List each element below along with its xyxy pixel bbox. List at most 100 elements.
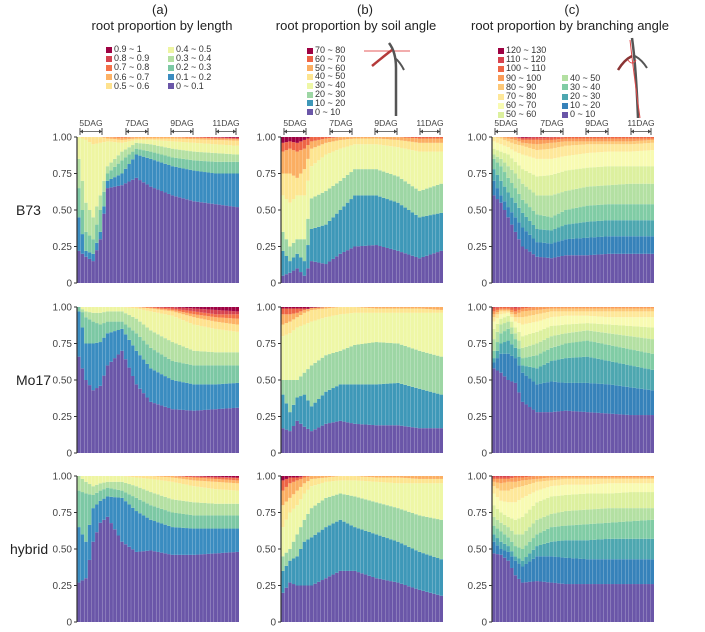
- bar-segment: [528, 476, 532, 480]
- bar-segment: [228, 137, 232, 139]
- bar-segment: [288, 476, 292, 478]
- bar-segment: [567, 510, 572, 526]
- bar-segment: [371, 138, 375, 145]
- bar-segment: [428, 215, 433, 255]
- bar-segment: [385, 538, 390, 581]
- bar-segment: [585, 137, 590, 139]
- bar-segment: [542, 312, 547, 320]
- bar-segment: [320, 144, 325, 158]
- bar-segment: [120, 137, 124, 138]
- bar-segment: [553, 485, 557, 497]
- bar-segment: [309, 508, 314, 538]
- bar-segment: [170, 499, 175, 513]
- bar-segment: [650, 236, 654, 254]
- bar-segment: [206, 316, 211, 321]
- bar-segment: [585, 493, 590, 510]
- bar-segment: [589, 237, 593, 256]
- bar-segment: [439, 478, 443, 484]
- bar-segment: [567, 138, 572, 142]
- bar-segment: [116, 139, 121, 143]
- bar-segment: [535, 176, 539, 196]
- bar-segment: [221, 138, 225, 141]
- bar-segment: [636, 337, 640, 351]
- bar-segment: [502, 172, 507, 187]
- bar-segment: [156, 352, 160, 373]
- bar-segment: [192, 528, 196, 555]
- bar-segment: [228, 477, 232, 478]
- bar-segment: [199, 318, 204, 326]
- bar-segment: [596, 254, 601, 283]
- bar-segment: [95, 388, 99, 453]
- bar-segment: [571, 315, 575, 325]
- bar-segment: [578, 477, 583, 479]
- bar-segment: [578, 584, 583, 622]
- bar-segment: [288, 549, 292, 561]
- dag-label: 7DAG: [540, 118, 564, 128]
- bar-segment: [342, 137, 346, 140]
- bar-segment: [506, 192, 511, 208]
- bar-segment: [546, 528, 550, 543]
- bar-segment: [517, 356, 521, 366]
- bar-segment: [389, 425, 393, 453]
- bar-segment: [425, 516, 429, 555]
- bar-segment: [360, 529, 364, 574]
- bar-segment: [582, 141, 586, 145]
- bar-segment: [542, 530, 547, 544]
- bar-segment: [185, 382, 189, 411]
- bar-segment: [502, 543, 507, 551]
- bar-segment: [163, 406, 168, 453]
- bar-segment: [625, 483, 629, 493]
- bar-segment: [582, 584, 586, 622]
- bar-segment: [174, 477, 178, 483]
- bar-segment: [156, 551, 160, 622]
- bar-segment: [528, 156, 532, 173]
- bar-segment: [156, 479, 160, 495]
- bar-segment: [195, 137, 200, 138]
- bar-segment: [528, 207, 532, 221]
- bar-segment: [203, 152, 207, 162]
- bar-segment: [331, 574, 336, 622]
- bar-segment: [317, 226, 321, 263]
- bar-segment: [213, 328, 218, 353]
- bar-segment: [120, 490, 124, 498]
- bar-segment: [152, 551, 157, 622]
- bar-segment: [643, 326, 647, 339]
- bar-segment: [592, 254, 597, 283]
- legend-item: 30 ~ 40: [562, 82, 600, 92]
- bar-segment: [335, 140, 339, 151]
- bar-segment: [592, 478, 597, 485]
- bar-segment: [625, 492, 629, 509]
- bar-segment: [306, 585, 310, 622]
- bar-segment: [618, 184, 622, 205]
- bar-segment: [646, 327, 651, 339]
- bar-segment: [492, 478, 496, 482]
- bar-segment: [524, 186, 529, 204]
- bar-segment: [432, 476, 436, 479]
- bar-segment: [342, 349, 346, 385]
- bar-segment: [628, 204, 633, 221]
- bar-segment: [535, 481, 539, 491]
- bar-segment: [309, 309, 314, 322]
- bar-segment: [636, 477, 640, 479]
- branching-angle-diagram-icon: [616, 37, 648, 119]
- legend-label: 0.5 ~ 0.6: [114, 80, 150, 91]
- bar-segment: [159, 508, 164, 524]
- bar-segment: [123, 137, 128, 138]
- bar-segment: [502, 478, 507, 483]
- bar-segment: [506, 141, 511, 148]
- bar-segment: [235, 551, 239, 622]
- bar-segment: [553, 480, 557, 486]
- bar-segment: [87, 307, 92, 313]
- bar-segment: [138, 476, 142, 478]
- bar-segment: [646, 477, 651, 479]
- bar-segment: [327, 476, 332, 478]
- bar-segment: [181, 307, 186, 308]
- bar-segment: [302, 275, 307, 283]
- bar-segment: [228, 145, 232, 155]
- bar-segment: [217, 476, 222, 478]
- bar-segment: [152, 160, 157, 189]
- bar-segment: [120, 142, 124, 152]
- bar-segment: [281, 480, 285, 491]
- y-tick-label: 0: [481, 618, 487, 629]
- bar-segment: [650, 138, 654, 140]
